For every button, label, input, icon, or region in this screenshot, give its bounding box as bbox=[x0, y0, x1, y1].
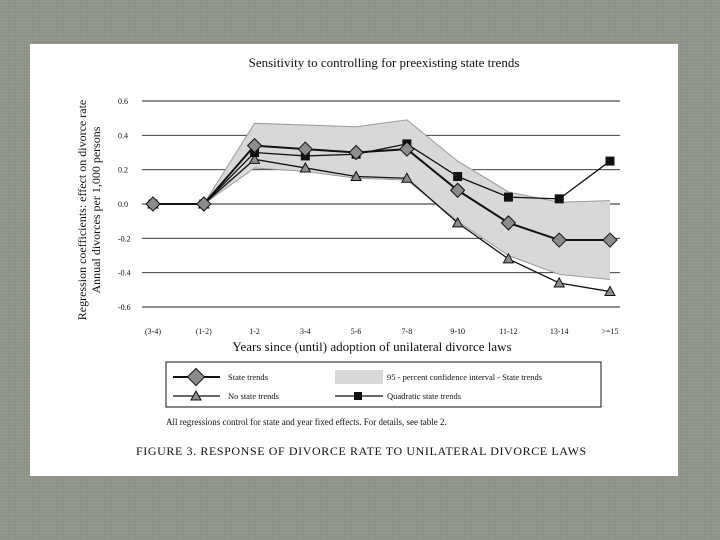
no-state-trends-point bbox=[248, 153, 261, 164]
x-tick-label: 5-6 bbox=[351, 327, 362, 336]
no-state-trends-point bbox=[553, 276, 566, 288]
no-state-trends-point bbox=[502, 252, 515, 264]
divorce-rate-chart: Sensitivity to controlling for preexisti… bbox=[75, 55, 620, 458]
y-tick-label: -0.6 bbox=[118, 303, 131, 312]
series-layer bbox=[145, 137, 618, 297]
y-tick-labels: 0.6 0.4 0.2 0.0 -0.2 -0.4 -0.6 bbox=[118, 97, 131, 312]
state-trends-point bbox=[348, 144, 364, 161]
legend-quadratic-marker bbox=[354, 392, 362, 400]
no-state-trends-point bbox=[401, 172, 413, 183]
x-tick-labels: (3-4) (1-2) 1-2 3-4 5-6 7-8 9-10 11-12 13-14 >=15 bbox=[145, 327, 619, 336]
quadratic-trends-point bbox=[554, 194, 564, 204]
x-tick-label: 9-10 bbox=[450, 327, 465, 336]
figure-slide: Sensitivity to controlling for preexisti… bbox=[30, 44, 678, 476]
legend-band-swatch bbox=[335, 370, 383, 384]
y-tick-label: 0.0 bbox=[118, 200, 128, 209]
y-tick-label: -0.4 bbox=[118, 269, 131, 278]
no-state-trends-point bbox=[604, 285, 616, 297]
chart-title: Sensitivity to controlling for preexisti… bbox=[249, 55, 520, 70]
y-tick-label: 0.4 bbox=[118, 131, 128, 140]
y-tick-label: 0.6 bbox=[118, 97, 128, 106]
footnote: All regressions control for state and ye… bbox=[166, 417, 447, 427]
no-state-trends-point bbox=[451, 216, 464, 228]
legend-band-label: 95 - percent confidence interval - State… bbox=[387, 372, 542, 382]
series-line-square bbox=[153, 143, 611, 205]
no-state-trends-point bbox=[350, 170, 362, 182]
x-tick-label: >=15 bbox=[601, 327, 618, 336]
legend-quadratic-label: Quadratic state trends bbox=[387, 391, 461, 401]
state-trends-point bbox=[145, 196, 161, 212]
x-tick-label: 13-14 bbox=[550, 327, 569, 336]
quadratic-trends-point bbox=[453, 172, 463, 182]
y-tick-label: 0.2 bbox=[118, 166, 128, 175]
confidence-band-area bbox=[153, 119, 610, 280]
confidence-band-lower bbox=[153, 167, 611, 281]
figure-caption: FIGURE 3. RESPONSE OF DIVORCE RATE TO UN… bbox=[136, 444, 587, 458]
x-tick-label: (1-2) bbox=[196, 327, 212, 336]
legend-no-state-trends-marker bbox=[190, 389, 202, 401]
quadratic-trends-point bbox=[503, 192, 513, 202]
state-trends-point bbox=[246, 137, 263, 154]
quadratic-trends-point bbox=[605, 156, 615, 166]
x-tick-label: 1-2 bbox=[249, 327, 260, 336]
no-state-trends-point bbox=[299, 161, 312, 173]
state-trends-point bbox=[399, 141, 415, 157]
x-axis-label: Years since (until) adoption of unilater… bbox=[232, 339, 511, 354]
legend-state-trends-label: State trends bbox=[228, 372, 268, 382]
legend-state-trends-marker bbox=[186, 367, 206, 387]
state-trends-point bbox=[500, 215, 517, 231]
y-axis-label-line1: Regression coefficients: effect on divor… bbox=[75, 100, 89, 320]
state-trends-point bbox=[551, 232, 567, 248]
legend-box bbox=[165, 361, 602, 408]
state-trends-point bbox=[196, 196, 212, 212]
state-trends-point bbox=[602, 232, 618, 248]
x-tick-label: (3-4) bbox=[145, 327, 161, 336]
x-tick-label: 3-4 bbox=[300, 327, 311, 336]
y-axis-label-line2: Annual divorces per 1,000 persons bbox=[89, 126, 103, 293]
confidence-band-upper bbox=[153, 119, 611, 205]
confidence-band bbox=[153, 119, 611, 281]
state-trends-point bbox=[449, 182, 466, 198]
y-tick-label: -0.2 bbox=[118, 234, 131, 243]
legend-no-state-trends-label: No state trends bbox=[228, 391, 279, 401]
x-tick-label: 11-12 bbox=[499, 327, 517, 336]
series-line-triangle bbox=[153, 158, 611, 293]
x-tick-label: 7-8 bbox=[402, 327, 413, 336]
series-line-diamond bbox=[153, 144, 610, 242]
state-trends-point bbox=[297, 141, 314, 157]
